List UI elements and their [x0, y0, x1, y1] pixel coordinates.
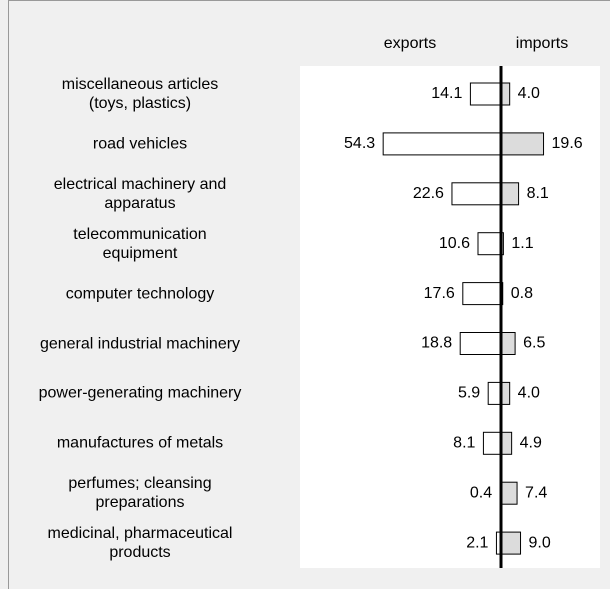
bar [477, 232, 502, 256]
value-label: 4.9 [520, 435, 542, 452]
bar [500, 132, 545, 156]
value-label: 0.4 [470, 484, 492, 501]
value-label: 7.4 [525, 484, 547, 501]
bar [500, 431, 513, 455]
bar [459, 332, 502, 355]
value-label: 17.6 [424, 285, 455, 302]
value-label: 6.5 [523, 335, 545, 352]
value-label: 8.1 [453, 435, 475, 452]
category-label: power-generating machinery [38, 384, 242, 402]
category-label: computer technology [65, 285, 215, 303]
value-label: 54.3 [344, 135, 375, 152]
bar [382, 132, 502, 156]
category-label: miscellaneous articles (toys, plastics) [61, 76, 219, 112]
value-label: 5.9 [458, 385, 480, 402]
legend-label: exports [384, 35, 436, 52]
value-label: 19.6 [552, 135, 583, 152]
value-label: 4.0 [518, 85, 540, 102]
bar [462, 282, 502, 306]
bar [500, 332, 516, 355]
bar [469, 82, 502, 106]
legend-label: imports [516, 35, 568, 52]
category-label: road vehicles [92, 135, 188, 153]
value-label: 14.1 [431, 85, 462, 102]
value-label: 10.6 [439, 235, 470, 252]
bar [500, 481, 518, 505]
category-label: general industrial machinery [39, 335, 241, 352]
value-label: 1.1 [511, 235, 533, 252]
category-label: medicinal, pharmaceutical products [47, 525, 233, 562]
category-label: telecommunication equipment [73, 225, 207, 262]
category-label: electrical machinery and apparatus [53, 175, 227, 212]
value-label: 0.8 [511, 285, 533, 302]
value-label: 2.1 [466, 534, 488, 551]
value-label: 18.8 [421, 335, 452, 352]
value-label: 9.0 [529, 534, 551, 551]
bar [500, 531, 522, 555]
bar [482, 431, 502, 455]
value-label: 8.1 [527, 185, 549, 202]
category-label: manufactures of metals [56, 434, 224, 452]
value-label: 22.6 [413, 185, 444, 202]
value-label: 4.0 [518, 385, 540, 402]
bar [487, 381, 502, 405]
category-label: perfumes; cleansing preparations [68, 475, 212, 512]
bar [500, 182, 520, 206]
bar [451, 182, 502, 206]
